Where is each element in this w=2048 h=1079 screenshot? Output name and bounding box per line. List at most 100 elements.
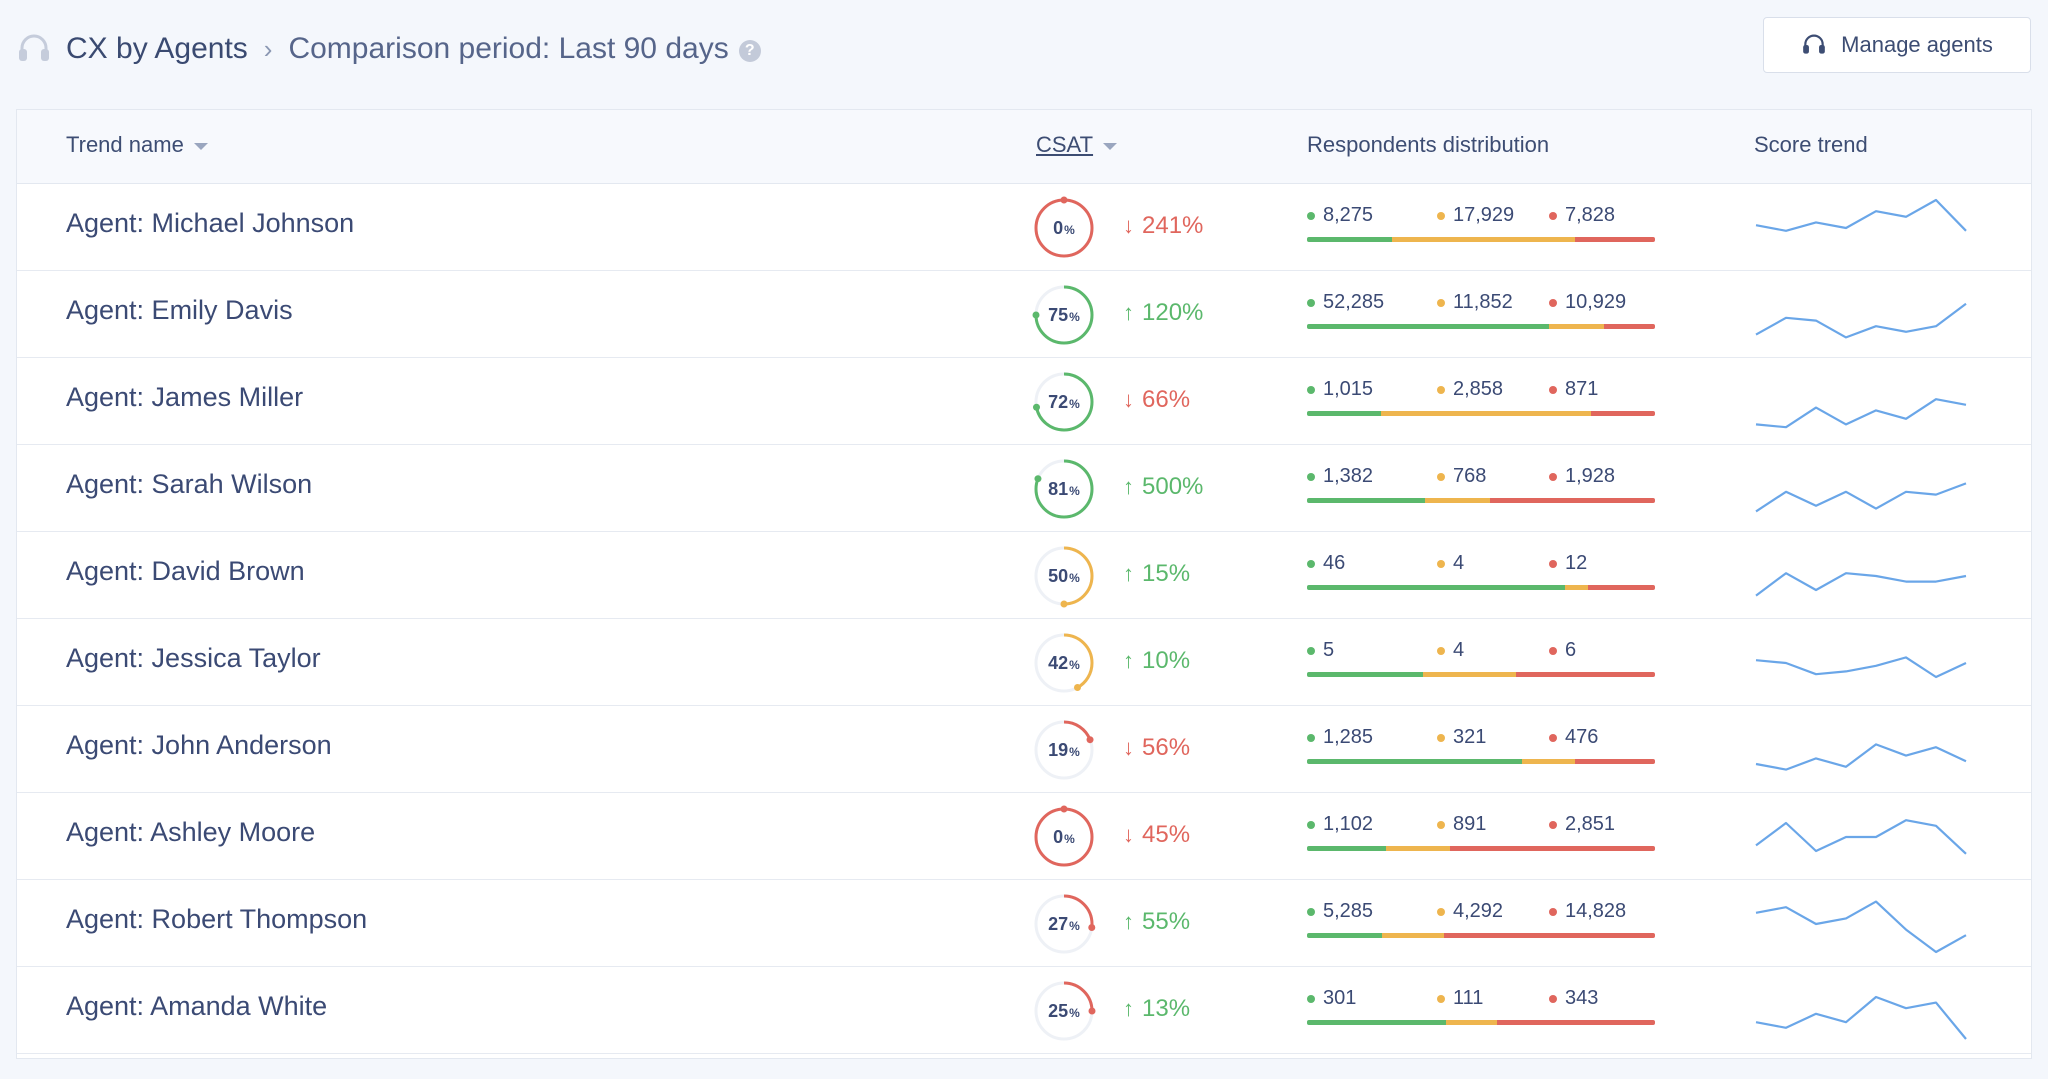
csat-number: 27: [1048, 913, 1069, 934]
caret-down-icon[interactable]: [193, 142, 208, 150]
count-label: 4: [1453, 552, 1465, 574]
csat-change: ↓ 66%: [1123, 386, 1190, 414]
legend-dot: [1437, 820, 1445, 829]
count-label: 343: [1565, 987, 1599, 1009]
bar-positive: [1307, 846, 1387, 851]
table-row[interactable]: Agent: Ashley Moore 0% ↓ 45% 1,102 891 2,851: [17, 793, 2031, 880]
column-csat[interactable]: CSAT: [1036, 132, 1118, 158]
csat-percent-sign: %: [1064, 223, 1075, 237]
count-label: 768: [1453, 465, 1487, 487]
bar-negative: [1587, 585, 1655, 590]
arrow-up-icon: ↑: [1123, 561, 1134, 586]
legend-dot: [1549, 385, 1557, 394]
negative-count: 6: [1549, 639, 1576, 662]
csat-change: ↑ 10%: [1123, 647, 1190, 675]
legend-dot: [1549, 994, 1557, 1003]
bar-neutral: [1549, 324, 1605, 329]
agents-table: Trend name CSAT Respondents distribution…: [16, 109, 2032, 1059]
negative-count: 14,828: [1549, 900, 1626, 923]
gauge-dot: [1060, 196, 1068, 204]
csat-number: 25: [1048, 1000, 1069, 1021]
csat-number: 0: [1053, 217, 1064, 238]
column-score-trend-label: Score trend: [1754, 132, 1868, 157]
legend-dot: [1549, 298, 1557, 307]
column-trend-name-label: Trend name: [66, 132, 184, 157]
count-label: 10,929: [1565, 291, 1627, 313]
agent-name[interactable]: Agent: Robert Thompson: [66, 904, 368, 934]
bar-positive: [1307, 411, 1382, 416]
agent-name[interactable]: Agent: James Miller: [66, 382, 304, 412]
csat-value: 19%: [1032, 718, 1096, 782]
count-label: 17,929: [1453, 204, 1515, 226]
agent-name[interactable]: Agent: John Anderson: [66, 730, 332, 760]
positive-count: 1,102: [1307, 813, 1373, 836]
legend-dot: [1549, 646, 1557, 655]
table-row[interactable]: Agent: Michael Johnson 0% ↓ 241% 8,275 17,929…: [17, 184, 2031, 271]
agent-name[interactable]: Agent: Ashley Moore: [66, 817, 316, 847]
change-value: 10%: [1142, 647, 1191, 674]
count-label: 2,851: [1565, 813, 1616, 835]
table-row[interactable]: Agent: James Miller 72% ↓ 66% 1,015 2,858 871: [17, 358, 2031, 445]
table-row[interactable]: Agent: John Anderson 19% ↓ 56% 1,285 321 476: [17, 706, 2031, 793]
distribution-bar: [1307, 933, 1655, 938]
negative-count: 476: [1549, 726, 1598, 749]
agent-name[interactable]: Agent: Amanda White: [66, 991, 328, 1021]
csat-number: 0: [1053, 826, 1064, 847]
trend-line: [1755, 572, 1967, 597]
csat-value: 72%: [1032, 370, 1096, 434]
count-label: 871: [1565, 378, 1599, 400]
arrow-down-icon: ↓: [1123, 213, 1134, 238]
positive-count: 5: [1307, 639, 1334, 662]
legend-dot: [1307, 385, 1315, 394]
distribution-bar: [1307, 759, 1655, 764]
agent-name[interactable]: Agent: Michael Johnson: [66, 208, 355, 238]
bar-negative: [1604, 324, 1655, 329]
column-trend-name[interactable]: Trend name: [66, 132, 208, 158]
csat-change: ↓ 45%: [1123, 821, 1190, 849]
agent-name[interactable]: Agent: Jessica Taylor: [66, 643, 321, 673]
neutral-count: 111: [1437, 987, 1483, 1010]
column-distribution: Respondents distribution: [1307, 132, 1549, 158]
negative-count: 10,929: [1549, 291, 1626, 314]
caret-down-icon[interactable]: [1103, 142, 1118, 150]
positive-count: 8,275: [1307, 204, 1373, 227]
count-label: 476: [1565, 726, 1599, 748]
csat-number: 75: [1048, 304, 1069, 325]
csat-gauge: 19%: [1032, 718, 1096, 782]
neutral-count: 2,858: [1437, 378, 1503, 401]
table-row[interactable]: Agent: Jessica Taylor 42% ↑ 10% 5 4 6: [17, 619, 2031, 706]
agent-name[interactable]: Agent: David Brown: [66, 556, 305, 586]
arrow-up-icon: ↑: [1123, 474, 1134, 499]
agent-name[interactable]: Agent: Sarah Wilson: [66, 469, 313, 499]
table-row[interactable]: Agent: David Brown 50% ↑ 15% 46 4 12: [17, 532, 2031, 619]
table-row[interactable]: Agent: Robert Thompson 27% ↑ 55% 5,285 4,292 1…: [17, 880, 2031, 967]
change-value: 120%: [1142, 299, 1204, 326]
table-row[interactable]: Agent: Amanda White 25% ↑ 13% 301 111 343: [17, 967, 2031, 1054]
distribution-bar: [1307, 585, 1655, 590]
agent-name[interactable]: Agent: Emily Davis: [66, 295, 293, 325]
count-label: 11,852: [1453, 291, 1513, 313]
legend-dot: [1549, 733, 1557, 742]
table-row[interactable]: Agent: Sarah Wilson 81% ↑ 500% 1,382 768 1,928: [17, 445, 2031, 532]
help-icon[interactable]: ?: [738, 40, 761, 62]
gauge-arc: [1034, 459, 1094, 519]
bar-positive: [1307, 672, 1423, 677]
legend-dot: [1307, 298, 1315, 307]
legend-dot: [1437, 559, 1445, 568]
bar-negative: [1496, 1020, 1655, 1025]
count-label: 46: [1323, 552, 1346, 574]
legend-dot: [1437, 472, 1445, 481]
manage-agents-button[interactable]: Manage agents: [1763, 17, 2031, 73]
page-title[interactable]: CX by Agents: [66, 32, 248, 65]
gauge-dot: [1060, 600, 1068, 608]
bar-positive: [1307, 933, 1383, 938]
csat-value: 75%: [1032, 283, 1096, 347]
legend-dot: [1549, 907, 1557, 916]
gauge-arc: [1034, 372, 1094, 432]
arrow-down-icon: ↓: [1123, 822, 1134, 847]
positive-count: 1,015: [1307, 378, 1373, 401]
count-label: 321: [1453, 726, 1487, 748]
legend-dot: [1437, 385, 1445, 394]
table-row[interactable]: Agent: Emily Davis 75% ↑ 120% 52,285 11,852 10…: [17, 271, 2031, 358]
score-trend-sparkline: [1755, 819, 1967, 855]
